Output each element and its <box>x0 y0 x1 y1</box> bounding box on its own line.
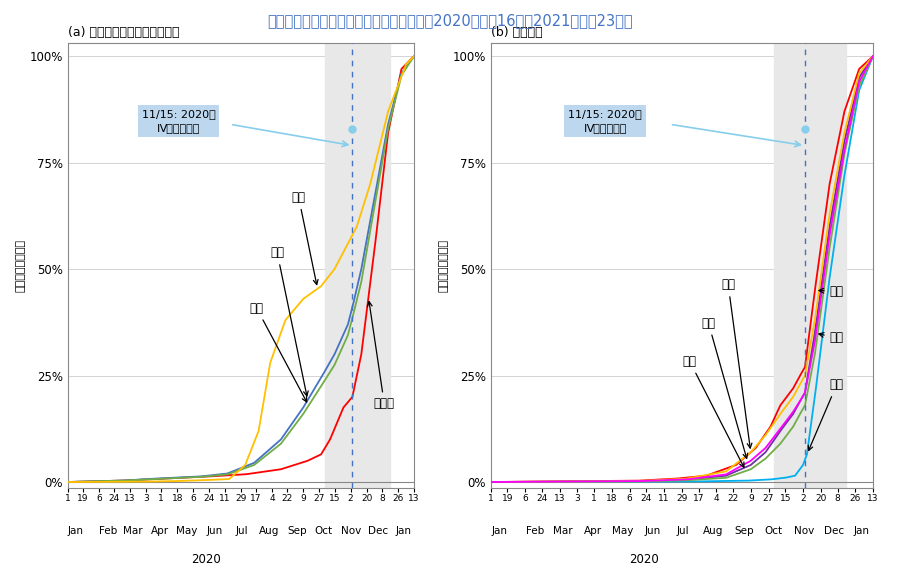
Text: 図４　感染者数の累積相対度数分布　　（2020年１月16日〜2021年１月23日）: 図４ 感染者数の累積相対度数分布 （2020年１月16日〜2021年１月23日） <box>267 13 633 28</box>
Text: Mar: Mar <box>553 526 572 536</box>
Y-axis label: （累積相対度数）: （累積相対度数） <box>15 239 25 292</box>
Text: (a) 北海道、東京、大阪、沖縄: (a) 北海道、東京、大阪、沖縄 <box>68 27 179 39</box>
Text: 11/15: 2020年
Ⅳ期の調査日: 11/15: 2020年 Ⅳ期の調査日 <box>569 109 642 134</box>
Text: Oct: Oct <box>764 526 782 536</box>
Text: Dec: Dec <box>824 526 843 536</box>
Text: 2020: 2020 <box>191 553 221 566</box>
Text: Nov: Nov <box>341 526 362 536</box>
Text: Nov: Nov <box>794 526 814 536</box>
Text: 大阪: 大阪 <box>249 302 307 402</box>
Text: 山形: 山形 <box>683 355 744 467</box>
Text: 北海道: 北海道 <box>367 302 395 410</box>
Text: Sep: Sep <box>287 526 307 536</box>
Text: Jan: Jan <box>395 526 411 536</box>
Text: 青森: 青森 <box>819 331 843 344</box>
Text: Jan: Jan <box>491 526 508 536</box>
Text: 沖縄: 沖縄 <box>292 191 318 284</box>
Y-axis label: （累積相対度数）: （累積相対度数） <box>438 239 448 292</box>
Text: 2020: 2020 <box>628 553 659 566</box>
Text: Jan: Jan <box>853 526 869 536</box>
Text: 東京: 東京 <box>270 246 308 396</box>
Text: Feb: Feb <box>99 526 117 536</box>
Bar <box>325 43 390 488</box>
Text: (b) 東北６県: (b) 東北６県 <box>491 27 542 39</box>
Text: Oct: Oct <box>315 526 333 536</box>
Text: 福島: 福島 <box>701 317 748 458</box>
Text: 11/15: 2020年
Ⅳ期の調査日: 11/15: 2020年 Ⅳ期の調査日 <box>141 109 215 134</box>
Text: Jul: Jul <box>235 526 248 536</box>
Text: May: May <box>176 526 198 536</box>
Text: Jun: Jun <box>207 526 223 536</box>
Text: Jul: Jul <box>677 526 689 536</box>
Text: 岩手: 岩手 <box>808 379 843 450</box>
Text: Apr: Apr <box>584 526 602 536</box>
Text: Mar: Mar <box>123 526 142 536</box>
Text: May: May <box>612 526 634 536</box>
Bar <box>774 43 846 488</box>
Text: Sep: Sep <box>734 526 753 536</box>
Text: Dec: Dec <box>368 526 388 536</box>
Text: Apr: Apr <box>151 526 169 536</box>
Text: Jan: Jan <box>68 526 84 536</box>
Text: Aug: Aug <box>703 526 724 536</box>
Text: Aug: Aug <box>259 526 280 536</box>
Text: Jun: Jun <box>645 526 662 536</box>
Text: 宮城: 宮城 <box>819 284 843 298</box>
Text: Feb: Feb <box>526 526 544 536</box>
Text: 秋田: 秋田 <box>721 278 752 448</box>
